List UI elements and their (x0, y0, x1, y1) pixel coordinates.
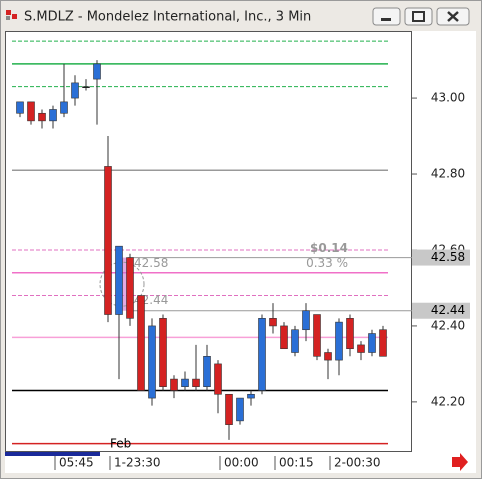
candle-body (16, 101, 24, 114)
candle-body (115, 245, 123, 315)
percent-annotation: 0.33 % (306, 256, 348, 270)
x-tick-label: 00:15 (279, 456, 314, 470)
candle-body (126, 257, 134, 319)
x-tick-label: 2-00:30 (334, 456, 381, 470)
y-tick-label: 42.40 (431, 318, 465, 332)
price-label: 42.44 (431, 303, 465, 317)
candle-body (247, 393, 255, 399)
candle-body (104, 166, 112, 315)
candle-body (60, 101, 68, 114)
minimize-button[interactable] (372, 7, 401, 26)
candle-body (269, 318, 277, 327)
candle-body (335, 321, 343, 361)
y-tick-label: 42.80 (431, 167, 465, 181)
selection-circle (99, 261, 145, 307)
x-tick-label: 1-23:30 (114, 456, 161, 470)
candle-body (280, 325, 288, 350)
price-label: 42.58 (431, 250, 465, 264)
candle-body (214, 363, 222, 395)
candle-body (258, 318, 266, 391)
candle-body (71, 82, 79, 99)
scroll-strip (5, 452, 100, 456)
candle-body (27, 101, 35, 122)
plot: 43.0042.8042.6042.4042.2042.5842.5842.44… (12, 40, 470, 470)
candle-body (159, 318, 167, 387)
price-label-box (412, 302, 470, 319)
x-tick-label: 05:45 (59, 456, 94, 470)
candle-body (82, 86, 90, 88)
maximize-button[interactable] (404, 7, 433, 26)
app-icon (6, 10, 17, 20)
candle-body (49, 109, 57, 122)
candle-body (181, 378, 189, 387)
window-title: S.MDLZ - Mondelez International, Inc., 3… (24, 10, 311, 25)
month-label: Feb (110, 437, 131, 451)
candle-body (379, 329, 387, 357)
candle-body (137, 295, 145, 391)
candle-body (192, 378, 200, 387)
candle-body (368, 333, 376, 353)
candle-body (148, 325, 156, 399)
plot-area (5, 31, 412, 452)
candle-body (357, 344, 365, 353)
candle-body (93, 63, 101, 80)
price-marker-label: 42.58 (134, 256, 168, 270)
candle-body (225, 393, 233, 425)
candle-body (203, 356, 211, 387)
candle-body (236, 397, 244, 422)
candle-body (302, 310, 310, 331)
close-button[interactable] (436, 7, 470, 26)
candle-body (291, 329, 299, 353)
scroll-right-arrow[interactable] (452, 453, 468, 471)
x-tick-label: 00:00 (224, 456, 259, 470)
candle-body (324, 352, 332, 361)
candle-body (38, 112, 46, 122)
candle-body (170, 378, 178, 391)
y-tick-label: 43.00 (431, 91, 465, 105)
candle-body (313, 314, 321, 357)
change-annotation: $0.14 (310, 241, 348, 255)
price-label-box (412, 249, 470, 266)
y-tick-label: 42.20 (431, 394, 465, 408)
candle-body (346, 318, 354, 350)
